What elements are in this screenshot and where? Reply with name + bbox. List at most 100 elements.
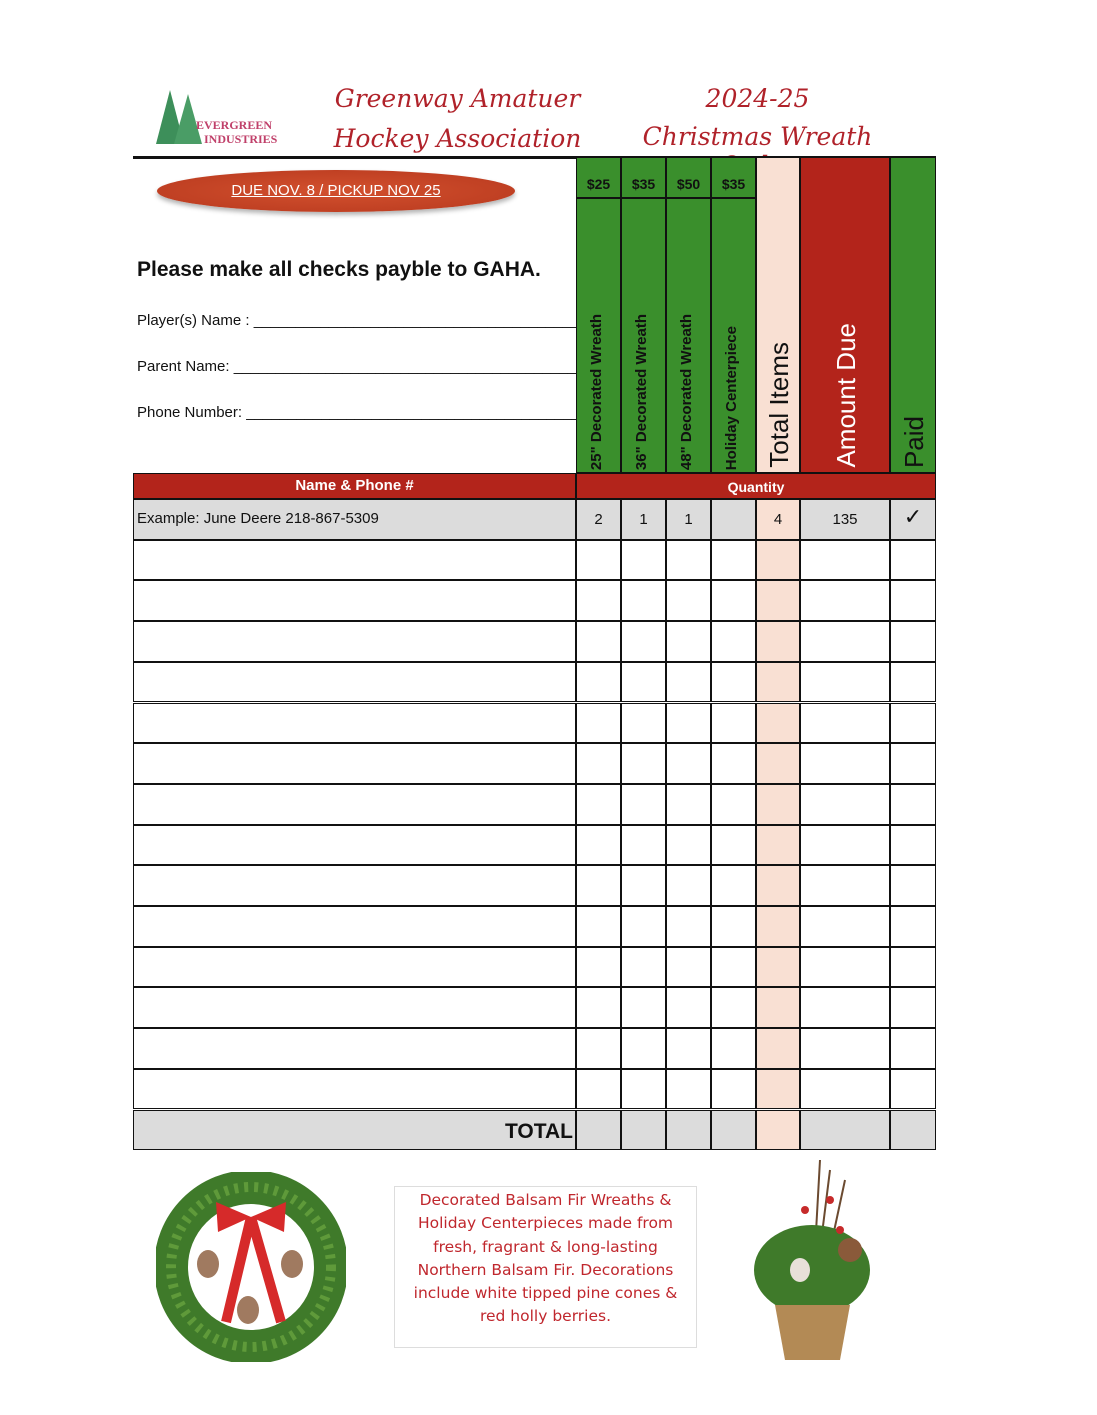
order-input-cell[interactable] xyxy=(756,661,800,703)
order-input-cell[interactable] xyxy=(133,661,576,703)
order-input-cell[interactable] xyxy=(576,621,621,662)
order-input-cell[interactable] xyxy=(133,783,576,825)
order-input-cell[interactable] xyxy=(711,1028,756,1069)
order-input-cell[interactable] xyxy=(666,621,711,662)
order-input-cell[interactable] xyxy=(621,702,666,744)
player-name-field[interactable]: Player(s) Name : _______________________… xyxy=(137,312,579,329)
order-input-cell[interactable] xyxy=(621,539,666,581)
order-input-cell[interactable] xyxy=(711,743,756,784)
order-input-cell[interactable] xyxy=(621,1068,666,1110)
order-input-cell[interactable] xyxy=(666,702,711,744)
order-input-cell[interactable] xyxy=(576,783,621,825)
order-input-cell[interactable] xyxy=(666,783,711,825)
order-input-cell[interactable] xyxy=(890,783,936,825)
order-input-cell[interactable] xyxy=(133,946,576,988)
order-input-cell[interactable] xyxy=(576,824,621,866)
order-input-cell[interactable] xyxy=(133,906,576,947)
order-input-cell[interactable] xyxy=(666,824,711,866)
order-input-cell[interactable] xyxy=(756,783,800,825)
order-input-cell[interactable] xyxy=(800,906,890,947)
order-input-cell[interactable] xyxy=(800,621,890,662)
order-input-cell[interactable] xyxy=(711,987,756,1029)
order-input-cell[interactable] xyxy=(800,743,890,784)
order-input-cell[interactable] xyxy=(800,783,890,825)
order-input-cell[interactable] xyxy=(756,1068,800,1110)
parent-name-field[interactable]: Parent Name: ___________________________… xyxy=(137,358,609,375)
order-input-cell[interactable] xyxy=(756,702,800,744)
order-input-cell[interactable] xyxy=(711,783,756,825)
order-input-cell[interactable] xyxy=(756,946,800,988)
order-input-cell[interactable] xyxy=(890,906,936,947)
phone-number-field[interactable]: Phone Number: __________________________… xyxy=(137,404,605,421)
order-input-cell[interactable] xyxy=(133,987,576,1029)
order-input-cell[interactable] xyxy=(890,1068,936,1110)
order-input-cell[interactable] xyxy=(621,783,666,825)
order-input-cell[interactable] xyxy=(800,661,890,703)
order-input-cell[interactable] xyxy=(800,580,890,622)
order-input-cell[interactable] xyxy=(756,987,800,1029)
order-input-cell[interactable] xyxy=(621,743,666,784)
order-input-cell[interactable] xyxy=(756,539,800,581)
order-input-cell[interactable] xyxy=(756,621,800,662)
order-input-cell[interactable] xyxy=(133,1068,576,1110)
order-input-cell[interactable] xyxy=(621,906,666,947)
order-input-cell[interactable] xyxy=(711,621,756,662)
order-input-cell[interactable] xyxy=(621,1028,666,1069)
order-input-cell[interactable] xyxy=(800,824,890,866)
order-input-cell[interactable] xyxy=(576,702,621,744)
order-input-cell[interactable] xyxy=(711,580,756,622)
order-input-cell[interactable] xyxy=(890,1028,936,1069)
order-input-cell[interactable] xyxy=(756,580,800,622)
order-input-cell[interactable] xyxy=(711,1068,756,1110)
order-input-cell[interactable] xyxy=(576,1068,621,1110)
order-input-cell[interactable] xyxy=(800,987,890,1029)
order-input-cell[interactable] xyxy=(800,539,890,581)
order-input-cell[interactable] xyxy=(666,865,711,906)
order-input-cell[interactable] xyxy=(890,824,936,866)
order-input-cell[interactable] xyxy=(133,824,576,866)
order-input-cell[interactable] xyxy=(666,661,711,703)
order-input-cell[interactable] xyxy=(890,661,936,703)
order-input-cell[interactable] xyxy=(133,702,576,744)
order-input-cell[interactable] xyxy=(133,539,576,581)
order-input-cell[interactable] xyxy=(800,702,890,744)
order-input-cell[interactable] xyxy=(711,702,756,744)
order-input-cell[interactable] xyxy=(666,946,711,988)
order-input-cell[interactable] xyxy=(800,1068,890,1110)
order-input-cell[interactable] xyxy=(890,743,936,784)
order-input-cell[interactable] xyxy=(621,580,666,622)
order-input-cell[interactable] xyxy=(133,1028,576,1069)
order-input-cell[interactable] xyxy=(800,1028,890,1069)
order-input-cell[interactable] xyxy=(576,580,621,622)
order-input-cell[interactable] xyxy=(666,539,711,581)
order-input-cell[interactable] xyxy=(800,946,890,988)
order-input-cell[interactable] xyxy=(666,743,711,784)
order-input-cell[interactable] xyxy=(576,865,621,906)
order-input-cell[interactable] xyxy=(666,1068,711,1110)
order-input-cell[interactable] xyxy=(621,661,666,703)
order-input-cell[interactable] xyxy=(756,865,800,906)
order-input-cell[interactable] xyxy=(576,946,621,988)
order-input-cell[interactable] xyxy=(890,621,936,662)
order-input-cell[interactable] xyxy=(576,661,621,703)
order-input-cell[interactable] xyxy=(666,1028,711,1069)
order-input-cell[interactable] xyxy=(576,1028,621,1069)
order-input-cell[interactable] xyxy=(576,906,621,947)
order-input-cell[interactable] xyxy=(890,580,936,622)
order-input-cell[interactable] xyxy=(621,946,666,988)
order-input-cell[interactable] xyxy=(711,906,756,947)
order-input-cell[interactable] xyxy=(756,1028,800,1069)
order-input-cell[interactable] xyxy=(576,987,621,1029)
order-input-cell[interactable] xyxy=(133,743,576,784)
order-input-cell[interactable] xyxy=(621,987,666,1029)
order-input-cell[interactable] xyxy=(756,906,800,947)
order-input-cell[interactable] xyxy=(756,824,800,866)
order-input-cell[interactable] xyxy=(890,539,936,581)
order-input-cell[interactable] xyxy=(890,702,936,744)
order-input-cell[interactable] xyxy=(800,865,890,906)
order-input-cell[interactable] xyxy=(133,865,576,906)
order-input-cell[interactable] xyxy=(890,987,936,1029)
order-input-cell[interactable] xyxy=(621,621,666,662)
order-input-cell[interactable] xyxy=(711,865,756,906)
order-input-cell[interactable] xyxy=(666,906,711,947)
